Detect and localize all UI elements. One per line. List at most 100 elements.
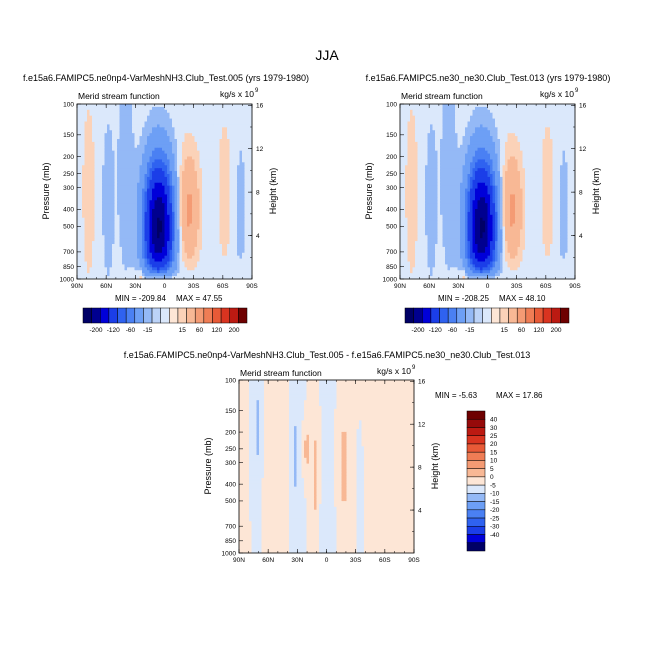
p1-field-cell [224,165,228,169]
p1-field-cell [189,179,193,184]
p1-field-cell [184,258,188,262]
p1-field-cell [224,211,228,216]
p1-field-cell [92,176,95,181]
p1-field-cell [99,109,103,114]
p2-field-cell [435,104,438,108]
p1-field-cell [229,255,233,259]
p1-field-cell [187,246,190,251]
p1-field-cell [94,264,98,268]
p1-field-cell [197,130,200,134]
p1-field-cell [202,209,205,213]
p1-field-cell [192,156,195,160]
p2-field-cell [465,104,468,108]
p1-field-cell [214,258,218,262]
p1-field-cell [122,252,125,257]
p1-field-cell [114,182,118,187]
p1-field-cell [169,244,173,248]
p1-field-cell [79,174,83,178]
p1-field-cell [242,261,245,265]
p1-field-cell [124,232,128,236]
p1-field-cell [209,176,213,181]
p1-field-cell [194,206,198,210]
p1-field-cell [154,165,158,169]
p1-field-cell [227,258,230,262]
p1-field-cell [222,171,225,175]
p1-field-cell [159,171,163,175]
p1-field-cell [104,159,108,163]
p2-field-cell [415,109,418,114]
p2-field-cell [547,112,551,117]
p1-field-cell [197,197,200,201]
p1-field-cell [112,261,115,265]
p1-field-cell [239,144,243,149]
p1-field-cell [142,139,145,143]
p1-field-cell [197,139,200,143]
p1-field-cell [199,276,203,280]
p2-field-cell [440,124,443,128]
p1-field-cell [104,197,108,201]
p1-field-cell [157,241,160,245]
p1-field-cell [112,267,115,271]
p1-field-cell [147,159,150,163]
p1-field-cell [159,214,163,219]
p1-field-cell [97,185,100,189]
p1-field-cell [249,150,253,154]
p1-field-cell [154,115,158,119]
p1-field-cell [122,150,125,154]
p1-field-cell [189,144,193,149]
p1-field-cell [244,246,248,251]
p1-field-cell [87,109,90,114]
p1-field-cell [209,112,213,117]
p1-field-cell [112,139,115,143]
p1-field-cell [189,130,193,134]
p2-field-cell [530,104,533,108]
p1-field-cell [184,168,188,172]
p1-field-cell [82,217,85,222]
p1-field-cell [177,214,180,219]
p1-field-cell [172,255,175,259]
p1-field-cell [247,165,250,169]
p1-field-cell [109,162,113,166]
p1-field-cell [154,153,158,157]
p1-field-cell [192,200,195,204]
p1-field-cell [197,176,200,181]
p1-field-cell [237,267,240,271]
p2-field-cell [470,118,473,122]
p1-field-cell [117,179,120,184]
p1-field-cell [214,141,218,146]
p1-field-cell [207,276,210,280]
p2-field-cell [475,130,478,134]
p1-field-cell [134,150,138,154]
p1-field-cell [139,261,143,265]
p2-field-cell [540,118,543,122]
p1-field-cell [147,118,150,122]
p2-field-cell [497,106,501,111]
p2-field-cell [567,121,571,125]
p1-field-cell [79,273,83,277]
p2-field-cell [527,118,531,122]
p1-field-cell [147,238,150,242]
p1-field-cell [127,162,130,166]
p1-field-cell [222,112,225,117]
p1-field-cell [142,104,145,108]
p1-field-cell [204,197,208,201]
p1-field-cell [177,139,180,143]
p1-field-cell [149,185,153,189]
p1-field-cell [174,139,178,143]
p1-field-cell [104,147,108,152]
p1-field-cell [152,261,155,265]
p2-field-cell [515,121,518,125]
p1-field-cell [184,144,188,149]
p1-field-cell [114,226,118,230]
p1-field-cell [117,194,120,198]
p1-field-cell [214,136,218,140]
p1-field-cell [244,106,248,111]
p1-field-cell [242,255,245,259]
p1-field-cell [114,179,118,184]
p1-field-cell [77,206,80,210]
p2-field-cell [562,106,566,111]
p1-field-cell [104,209,108,213]
p2-field-cell [502,118,506,122]
p1-field-cell [87,261,90,265]
p2-field-cell [505,118,508,122]
